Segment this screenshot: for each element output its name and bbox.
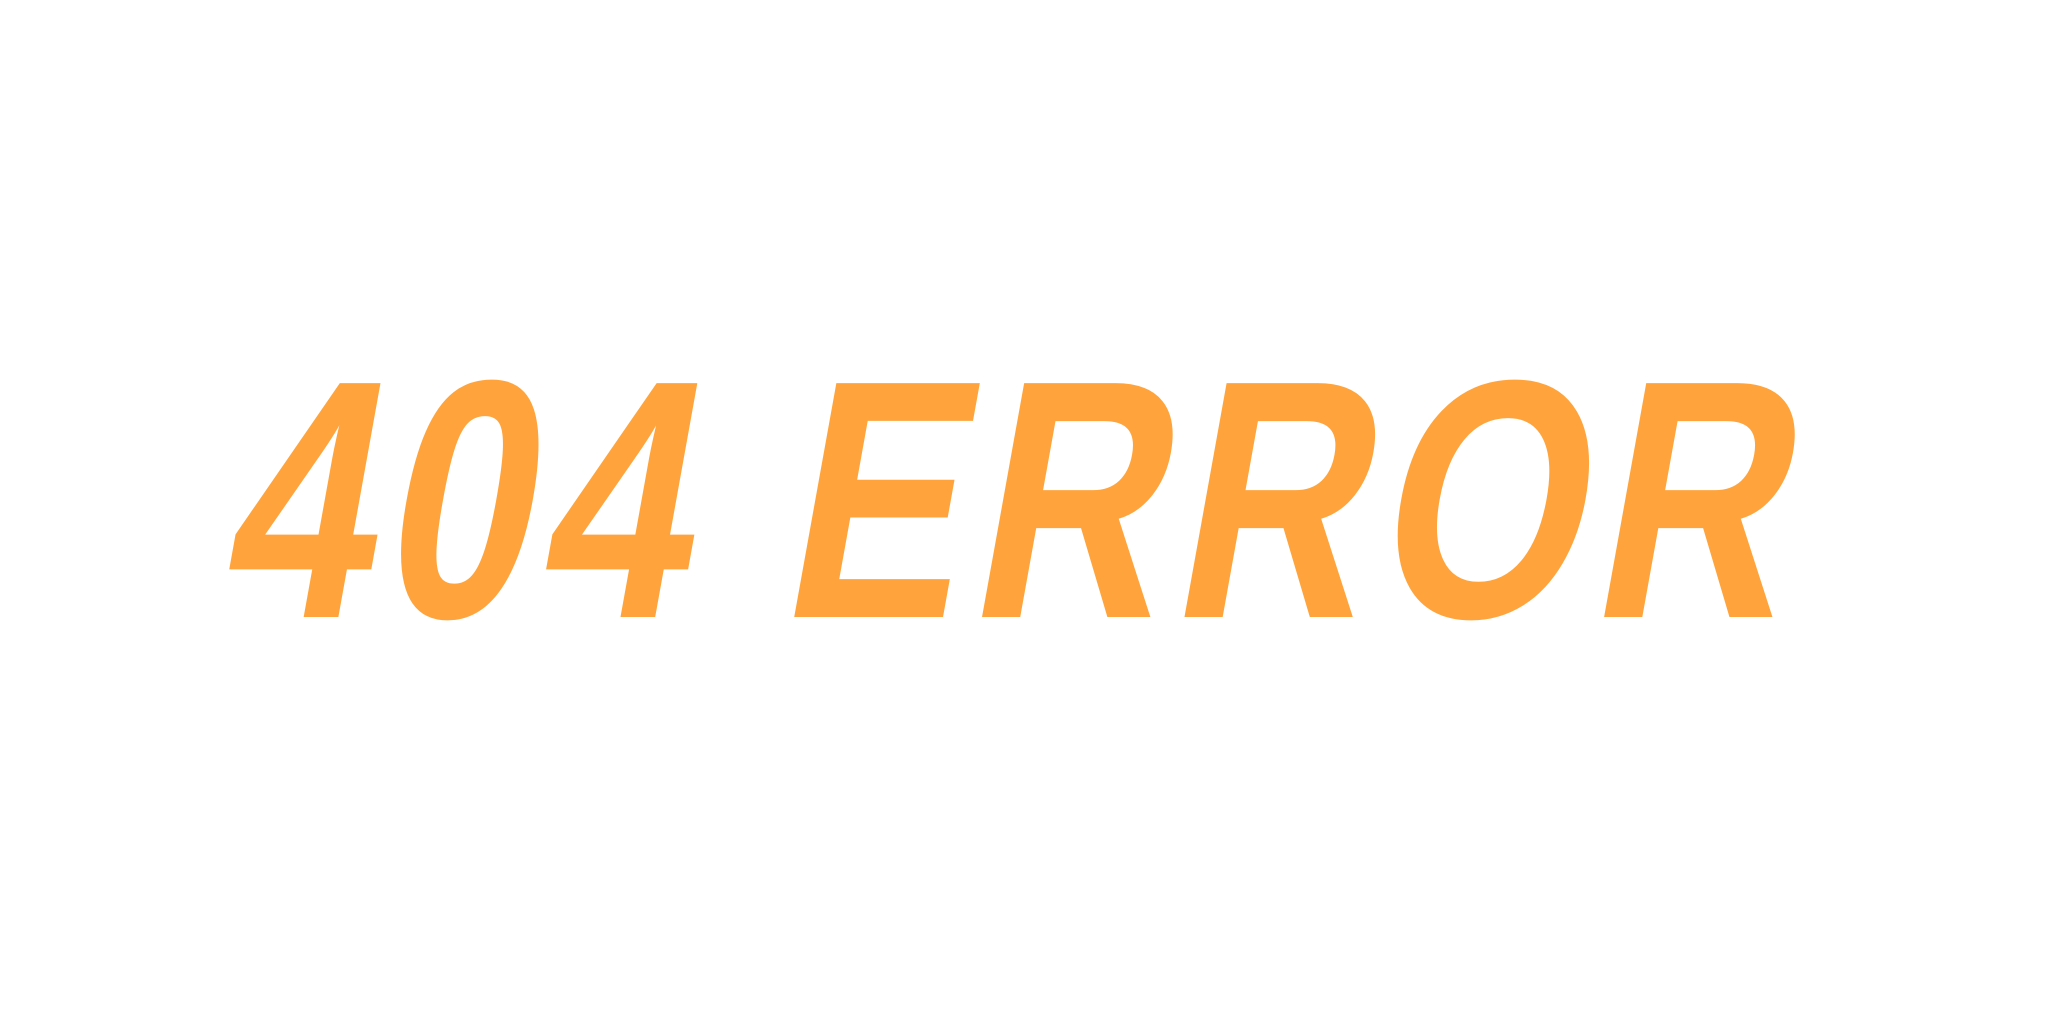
error-code-text: 404 ERROR	[203, 310, 1845, 690]
